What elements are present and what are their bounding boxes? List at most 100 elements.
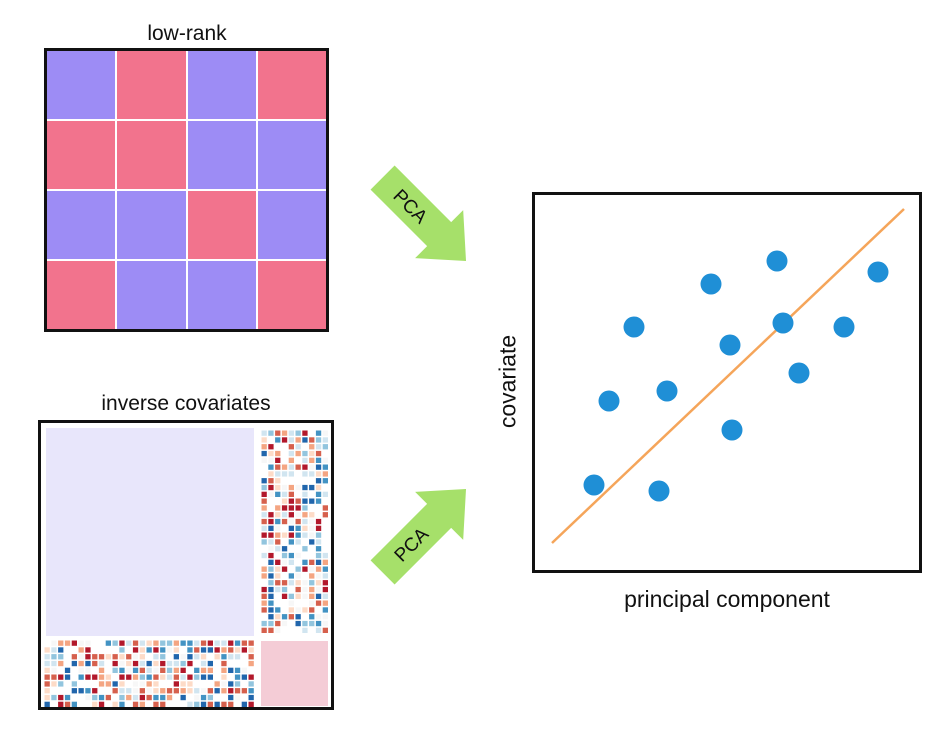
heatmap-cell (221, 688, 227, 694)
heatmap-cell (281, 478, 288, 484)
heatmap-cell (207, 667, 213, 673)
heatmap-cell (275, 566, 281, 572)
heatmap-cell (160, 660, 166, 667)
heatmap-cell (180, 667, 186, 673)
heatmap-cell (275, 552, 281, 559)
heatmap-bottom-strip (44, 640, 254, 707)
heatmap-cell (71, 647, 77, 653)
block-bottom-right (261, 641, 328, 706)
heatmap-cell (44, 701, 50, 707)
heatmap-cell (281, 512, 288, 518)
heatmap-cell (132, 674, 139, 680)
heatmap-cell (268, 430, 274, 436)
heatmap-cell (315, 566, 322, 572)
heatmap-cell (51, 701, 57, 707)
heatmap-cell (261, 505, 267, 511)
heatmap-cell (146, 667, 152, 673)
heatmap-cell (275, 464, 281, 470)
heatmap-cell (132, 694, 139, 701)
heatmap-cell (281, 484, 288, 491)
heatmap-cell (194, 640, 200, 646)
heatmap-cell (132, 654, 139, 660)
heatmap-cell (315, 532, 322, 538)
heatmap-cell (139, 688, 145, 694)
heatmap-cell (214, 640, 220, 646)
heatmap-cell (302, 539, 308, 545)
heatmap-cell (295, 627, 301, 633)
heatmap-cell (275, 614, 281, 620)
heatmap-cell (309, 525, 315, 531)
heatmap-cell (64, 681, 71, 687)
heatmap-cell (268, 620, 274, 627)
heatmap-cell (268, 573, 274, 579)
heatmap-cell (78, 688, 84, 694)
heatmap-cell (281, 600, 288, 606)
heatmap-cell (322, 484, 328, 491)
heatmap-cell (126, 694, 132, 701)
heatmap-cell (234, 694, 241, 701)
heatmap-cell (261, 430, 267, 436)
inverse-covariates-matrix (38, 420, 334, 710)
heatmap-cell (275, 620, 281, 627)
heatmap-cell (153, 674, 159, 680)
heatmap-cell (105, 701, 111, 707)
heatmap-cell (295, 437, 301, 443)
heatmap-cell (214, 647, 220, 653)
heatmap-cell (302, 518, 308, 525)
lowrank-cell (117, 191, 186, 259)
heatmap-cell (58, 694, 64, 701)
heatmap-cell (315, 552, 322, 559)
heatmap-cell (315, 627, 322, 633)
heatmap-cell (112, 694, 118, 701)
scatter-point (598, 390, 620, 412)
heatmap-cell (51, 674, 57, 680)
heatmap-cell (153, 647, 159, 653)
heatmap-cell (85, 647, 91, 653)
heatmap-cell (112, 667, 118, 673)
heatmap-cell (241, 688, 247, 694)
heatmap-cell (119, 674, 125, 680)
heatmap-cell (221, 681, 227, 687)
heatmap-cell (119, 688, 125, 694)
heatmap-cell (315, 614, 322, 620)
heatmap-cell (322, 518, 328, 525)
heatmap-cell (187, 660, 193, 667)
heatmap-cell (241, 660, 247, 667)
heatmap-cell (302, 430, 308, 436)
heatmap-cell (85, 674, 91, 680)
heatmap-cell (275, 607, 281, 613)
heatmap-cell (78, 647, 84, 653)
heatmap-cell (78, 667, 84, 673)
heatmap-cell (58, 681, 64, 687)
heatmap-cell (281, 546, 288, 552)
heatmap-cell (322, 512, 328, 518)
heatmap-cell (44, 694, 50, 701)
heatmap-cell (228, 667, 234, 673)
heatmap-cell (98, 674, 105, 680)
heatmap-cell (228, 654, 234, 660)
heatmap-cell (309, 518, 315, 525)
fit-line (551, 208, 905, 544)
heatmap-cell (146, 701, 152, 707)
heatmap-cell (160, 667, 166, 673)
heatmap-cell (302, 532, 308, 538)
heatmap-cell (309, 607, 315, 613)
heatmap-cell (44, 640, 50, 646)
heatmap-cell (268, 478, 274, 484)
heatmap-cell (309, 505, 315, 511)
heatmap-cell (194, 647, 200, 653)
pca-arrow-bottom: PCA (370, 488, 467, 585)
heatmap-cell (315, 437, 322, 443)
heatmap-cell (315, 620, 322, 627)
heatmap-cell (248, 681, 254, 687)
heatmap-cell (112, 674, 118, 680)
heatmap-cell (295, 471, 301, 477)
heatmap-cell (44, 674, 50, 680)
heatmap-cell (288, 444, 294, 450)
heatmap-cell (98, 660, 105, 667)
heatmap-cell (261, 620, 267, 627)
heatmap-cell (214, 694, 220, 701)
heatmap-cell (214, 660, 220, 667)
heatmap-cell (105, 694, 111, 701)
lowrank-cell (117, 121, 186, 189)
